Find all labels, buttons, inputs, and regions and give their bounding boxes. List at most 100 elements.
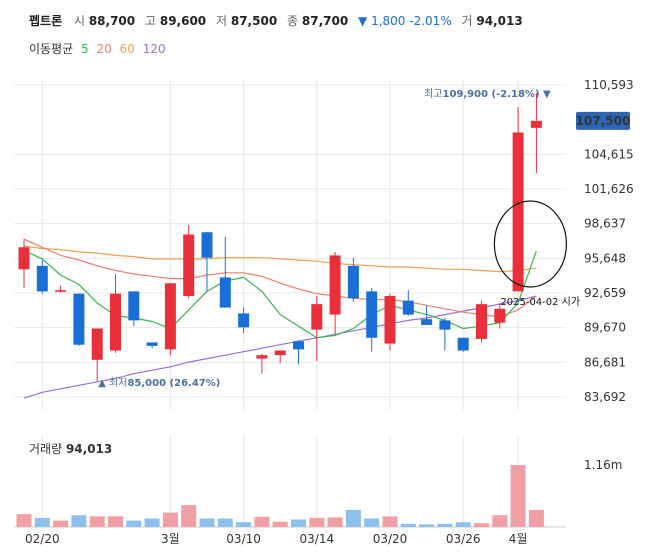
event-annotation: 2025-04-02 시가 — [500, 296, 580, 308]
x-tick-label: 03/26 — [446, 532, 481, 546]
moving-average-lines — [23, 238, 537, 399]
candle-body — [128, 291, 140, 321]
candles — [18, 93, 542, 382]
candle-body — [164, 283, 176, 350]
candle-body — [73, 293, 85, 345]
annotations: 최고109,900 (-2.18%) ▼ ▲ 최저85,000 (26.47%) 2… — [98, 88, 630, 389]
open-label: 시 — [73, 14, 85, 28]
close-value: 87,700 — [301, 14, 349, 28]
x-tick-label: 03/20 — [373, 532, 408, 546]
candle-body — [201, 232, 213, 258]
volume-label: 거 — [461, 14, 473, 28]
candle-body — [18, 247, 30, 270]
close-label: 종 — [287, 14, 299, 28]
candle-body — [146, 342, 158, 346]
candle-body — [421, 319, 433, 325]
volume-bar — [217, 518, 233, 527]
y-tick-label: 104,615 — [584, 147, 634, 161]
open-value: 88,700 — [88, 14, 136, 28]
volume-bar — [16, 514, 32, 527]
x-tick-label: 03/14 — [300, 532, 335, 546]
stock-name: 펩트론 — [29, 14, 63, 28]
ma5-line — [23, 250, 537, 339]
volume-bar — [53, 520, 69, 527]
volume-bar — [272, 521, 288, 527]
volume-bar — [455, 522, 471, 527]
volume-bar — [291, 519, 306, 527]
candle-body — [476, 304, 487, 339]
candle-body — [512, 132, 524, 292]
volume-bar — [162, 512, 178, 527]
volume-bar — [510, 465, 526, 527]
y-tick-label: 92,659 — [584, 286, 626, 300]
high-value: 89,600 — [159, 14, 207, 28]
low-label: 저 — [215, 14, 228, 28]
volume-bar — [309, 517, 325, 527]
volume-bar — [345, 509, 361, 527]
candle-body — [311, 304, 323, 330]
volume-bar — [474, 523, 489, 527]
candle-body — [256, 355, 268, 359]
candle-body — [274, 350, 286, 356]
change-amount: 1,800 — [371, 14, 406, 28]
y-tick-label: 101,626 — [584, 182, 634, 196]
high-annotation: 최고109,900 (-2.18%) ▼ — [424, 88, 551, 100]
candle-body — [219, 277, 231, 308]
volume-axis-label: 1.16m — [584, 458, 622, 472]
candle-body — [347, 265, 359, 299]
volume-bar — [181, 505, 197, 527]
volume-bar — [528, 509, 544, 527]
x-tick-label: 03/10 — [226, 532, 261, 546]
volume-bar — [236, 522, 252, 527]
candle-body — [439, 320, 451, 330]
candle-body — [238, 313, 250, 328]
current-price-label: 107,500 — [576, 114, 631, 128]
candle-body — [293, 341, 304, 350]
candle-body — [402, 300, 414, 315]
change-percent: -2.01% — [409, 14, 452, 28]
volume-bar — [71, 515, 87, 527]
ma60-line — [23, 245, 537, 273]
volume-bar — [126, 520, 142, 527]
x-axis: 02/20 3월 03/10 03/14 03/20 03/26 4월 — [25, 532, 527, 546]
y-tick-label: 110,593 — [584, 78, 634, 92]
candle-body — [494, 308, 506, 323]
candle-body — [366, 291, 378, 338]
volume-panel-label: 거래량 94,013 — [29, 442, 112, 456]
price-header: 펩트론 시 88,700 고 89,600 저 87,500 종 87,700 … — [29, 12, 529, 29]
volume-bar — [364, 518, 380, 527]
candle-body — [384, 296, 396, 344]
y-tick-label: 86,681 — [584, 355, 626, 369]
volume-bar — [382, 516, 398, 527]
moving-average-legend[interactable]: 이동평균 5 20 60 120 — [29, 40, 170, 57]
volume-bar — [327, 517, 343, 527]
candle-body — [55, 290, 67, 292]
low-value: 87,500 — [230, 14, 278, 28]
high-label: 고 — [144, 14, 157, 28]
candle-body — [457, 337, 469, 351]
candle-body — [110, 293, 121, 351]
change-value: ▼ 1,800 -2.01% — [358, 14, 452, 28]
volume-bar — [144, 518, 160, 527]
ma60-label: 60 — [119, 42, 135, 56]
ma120-label: 120 — [142, 42, 166, 56]
x-tick-label: 02/20 — [25, 532, 60, 546]
ma-title: 이동평균 — [29, 42, 74, 56]
candle-body — [91, 328, 103, 360]
change-arrow-icon: ▼ — [358, 14, 368, 28]
volume-value: 94,013 — [476, 14, 523, 28]
y-tick-label: 83,692 — [584, 390, 626, 404]
volume-bar — [199, 518, 215, 527]
y-axis: 110,593 104,615 101,626 98,637 95,648 92,659 8… — [584, 78, 634, 404]
candle-body — [530, 120, 542, 128]
volume-bar — [419, 524, 435, 527]
candle-body — [36, 265, 48, 292]
volume-bar — [400, 523, 416, 527]
current-price-tag — [576, 111, 630, 130]
volume-bar — [254, 516, 270, 527]
y-tick-label: 95,648 — [584, 251, 626, 265]
grid-lines — [14, 80, 566, 528]
volume-bar — [492, 515, 508, 527]
volume-bars — [16, 465, 544, 527]
